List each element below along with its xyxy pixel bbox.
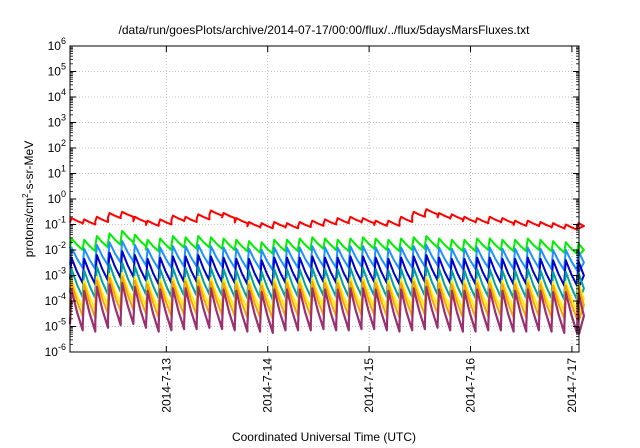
series-line-1 [69,208,585,231]
y-tick-label-exponent: 5 [61,62,66,72]
y-tick-label-base: 10 [48,65,62,79]
y-tick-label-base: 10 [48,141,62,155]
y-tick-label: 102 [48,138,66,155]
y-tick-label-base: 10 [45,294,59,308]
y-tick-label-base: 10 [45,218,59,232]
y-tick-label-base: 10 [48,90,62,104]
series-line-8 [68,282,585,335]
x-tick-label: 2014-7-15 [362,358,376,413]
y-axis-label-unit: protons/cm [22,198,36,257]
y-tick-label-base: 10 [45,320,59,334]
y-tick-label-base: 10 [48,116,62,130]
y-tick-label-base: 10 [45,243,59,257]
y-tick-label: 101 [48,164,66,181]
y-tick-label-exponent: 4 [61,87,66,97]
y-tick-label-base: 10 [48,39,62,53]
y-tick-label-base: 10 [45,345,59,359]
y-tick-label-exponent: -4 [58,291,66,301]
y-tick-label: 105 [48,62,66,79]
y-tick-label: 103 [48,113,66,130]
y-axis-label-rest: -s-sr-MeV [22,141,36,194]
x-tick-label: 2014-7-16 [464,358,478,413]
y-tick-label: 10-6 [45,342,66,359]
y-tick-label-base: 10 [48,167,62,181]
x-axis-label: Coordinated Universal Time (UTC) [232,430,416,444]
y-axis-label: protons/cm2-s-sr-MeV [21,141,36,257]
y-tick-label-exponent: 6 [61,36,66,46]
chart-title: /data/run/goesPlots/archive/2014-07-17/0… [119,23,531,37]
y-tick-label: 104 [48,87,66,104]
x-tick-label: 2014-7-17 [565,358,579,413]
y-tick-label-exponent: 0 [61,189,66,199]
y-axis-label-power: 2 [21,193,30,198]
y-tick-label: 10-5 [45,317,66,334]
axes: 10-610-510-410-310-210-11001011021031041… [45,36,579,413]
y-tick-label-exponent: -6 [58,342,66,352]
y-tick-label-exponent: -1 [58,215,66,225]
y-tick-label: 106 [48,36,66,53]
series-group [68,208,585,335]
y-tick-label: 10-3 [45,266,66,283]
y-tick-label: 10-4 [45,291,66,308]
y-tick-label: 10-2 [45,240,66,257]
x-tick-label: 2014-7-13 [159,358,173,413]
x-tick-label: 2014-7-14 [261,358,275,413]
y-tick-label-exponent: 1 [61,164,66,174]
y-tick-label-exponent: -5 [58,317,66,327]
y-tick-label-exponent: -2 [58,240,66,250]
y-tick-label-exponent: 3 [61,113,66,123]
y-tick-label-base: 10 [45,269,59,283]
y-tick-label-exponent: -3 [58,266,66,276]
y-tick-label-exponent: 2 [61,138,66,148]
y-tick-label: 100 [48,189,66,206]
y-tick-label: 10-1 [45,215,66,232]
y-tick-label-base: 10 [48,192,62,206]
series-line-2 [69,229,585,256]
